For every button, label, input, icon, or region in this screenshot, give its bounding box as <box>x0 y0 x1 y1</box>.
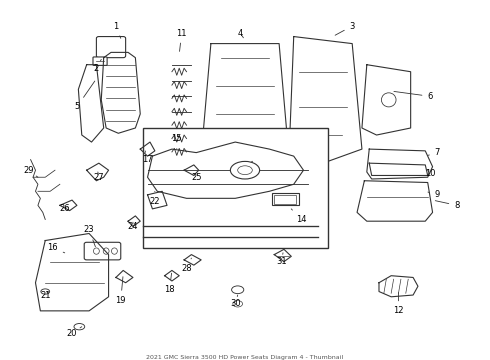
Text: 2: 2 <box>94 59 101 73</box>
Text: 8: 8 <box>435 201 460 210</box>
Ellipse shape <box>381 93 396 107</box>
Text: 21: 21 <box>40 291 50 300</box>
Text: 17: 17 <box>142 151 153 164</box>
Ellipse shape <box>74 324 85 330</box>
Ellipse shape <box>230 161 260 179</box>
FancyBboxPatch shape <box>93 57 107 66</box>
Text: 27: 27 <box>94 172 104 182</box>
FancyBboxPatch shape <box>97 37 125 58</box>
Text: 19: 19 <box>116 277 126 305</box>
Ellipse shape <box>232 286 244 294</box>
Ellipse shape <box>94 248 99 254</box>
Text: 2021 GMC Sierra 3500 HD Power Seats Diagram 4 - Thumbnail: 2021 GMC Sierra 3500 HD Power Seats Diag… <box>147 355 343 360</box>
Text: 15: 15 <box>172 134 182 149</box>
Text: 25: 25 <box>191 173 201 182</box>
Text: 24: 24 <box>128 222 138 231</box>
Text: 12: 12 <box>393 293 404 315</box>
Ellipse shape <box>103 248 109 254</box>
Bar <box>272 193 298 205</box>
Text: 26: 26 <box>59 204 70 213</box>
Bar <box>143 128 328 248</box>
Text: 31: 31 <box>276 253 287 266</box>
Text: 13: 13 <box>235 161 252 175</box>
Ellipse shape <box>233 301 243 307</box>
Ellipse shape <box>41 289 49 294</box>
Text: 4: 4 <box>238 28 244 38</box>
Text: 22: 22 <box>149 191 160 206</box>
Text: 10: 10 <box>425 169 436 178</box>
Text: 9: 9 <box>428 190 440 199</box>
Text: 1: 1 <box>113 22 121 38</box>
Ellipse shape <box>112 248 117 254</box>
Text: 30: 30 <box>230 295 241 308</box>
Text: 23: 23 <box>84 225 96 247</box>
Text: 5: 5 <box>74 81 95 111</box>
Text: 16: 16 <box>47 243 65 253</box>
Text: 18: 18 <box>164 273 175 294</box>
Text: 29: 29 <box>23 166 38 177</box>
Bar <box>274 195 296 204</box>
Text: 20: 20 <box>67 327 82 338</box>
Text: 11: 11 <box>176 28 187 51</box>
Text: 14: 14 <box>291 209 306 224</box>
Text: 6: 6 <box>394 91 433 101</box>
Text: 28: 28 <box>181 258 192 273</box>
Text: 7: 7 <box>428 148 440 157</box>
FancyBboxPatch shape <box>84 242 121 260</box>
Text: 3: 3 <box>335 22 355 35</box>
Ellipse shape <box>238 166 252 175</box>
